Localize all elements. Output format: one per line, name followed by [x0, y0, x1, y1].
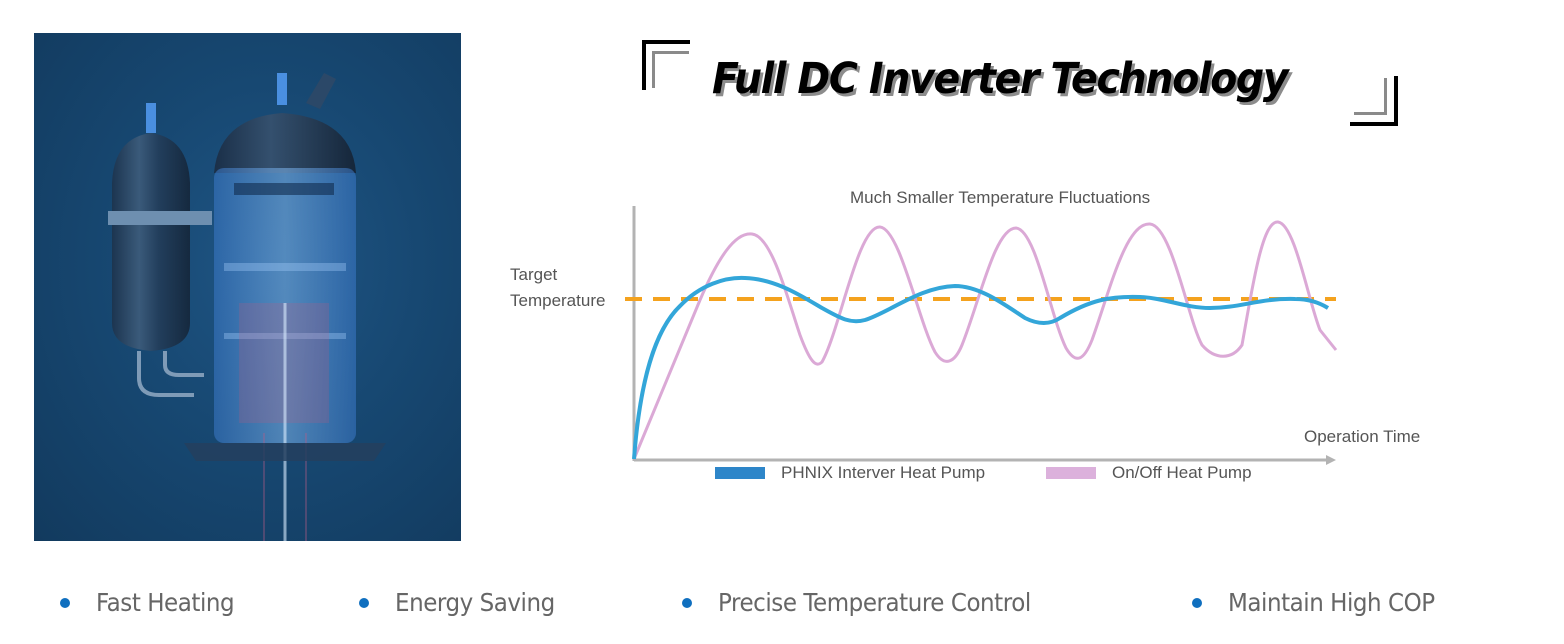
- bullet-dot-icon: [60, 597, 70, 608]
- feature-label: Precise Temperature Control: [718, 588, 1031, 617]
- legend-label: On/Off Heat Pump: [1112, 463, 1252, 482]
- y-axis-label-line-1: Target: [510, 265, 558, 284]
- corner-bracket-bottom-right-inner-icon: [1354, 78, 1387, 115]
- corner-bracket-top-left-icon: [642, 40, 690, 90]
- y-axis-label-line-2: Temperature: [510, 291, 606, 310]
- series-onoff-heat-pump: [632, 220, 1338, 460]
- compressor-illustration: [108, 73, 386, 541]
- feature-label: Fast Heating: [96, 588, 235, 617]
- legend-item-onoff: On/Off Heat Pump: [1046, 463, 1252, 483]
- bullet-dot-icon: [359, 597, 369, 608]
- x-axis-arrow-icon: [1326, 455, 1336, 465]
- feature-precise-temperature-control: Precise Temperature Control: [682, 588, 1058, 617]
- bullet-dot-icon: [1192, 597, 1202, 608]
- feature-label: Energy Saving: [395, 588, 555, 617]
- corner-bracket-top-left-inner-icon: [652, 51, 689, 88]
- feature-energy-saving: Energy Saving: [359, 588, 569, 617]
- legend-item-inverter: PHNIX Interver Heat Pump: [715, 463, 985, 483]
- compressor-image: [34, 33, 461, 541]
- feature-fast-heating: Fast Heating: [60, 588, 246, 617]
- feature-label: Maintain High COP: [1228, 588, 1435, 617]
- legend-swatch-blue-icon: [715, 467, 765, 479]
- corner-bracket-bottom-right-icon: [1350, 76, 1398, 126]
- series-phnix-inverter-heat-pump: [632, 275, 1330, 460]
- legend-label: PHNIX Interver Heat Pump: [781, 463, 986, 482]
- chart-title: Much Smaller Temperature Fluctuations: [850, 188, 1151, 207]
- legend-swatch-pink-icon: [1046, 467, 1096, 479]
- y-axis-label: Target Temperature: [510, 262, 605, 314]
- page-title: Full DC Inverter Technology: [712, 54, 1289, 104]
- x-axis-label: Operation Time: [1304, 427, 1421, 446]
- feature-maintain-high-cop: Maintain High COP: [1192, 588, 1453, 617]
- bullet-dot-icon: [682, 597, 692, 608]
- title-block: Full DC Inverter Technology: [642, 40, 1398, 126]
